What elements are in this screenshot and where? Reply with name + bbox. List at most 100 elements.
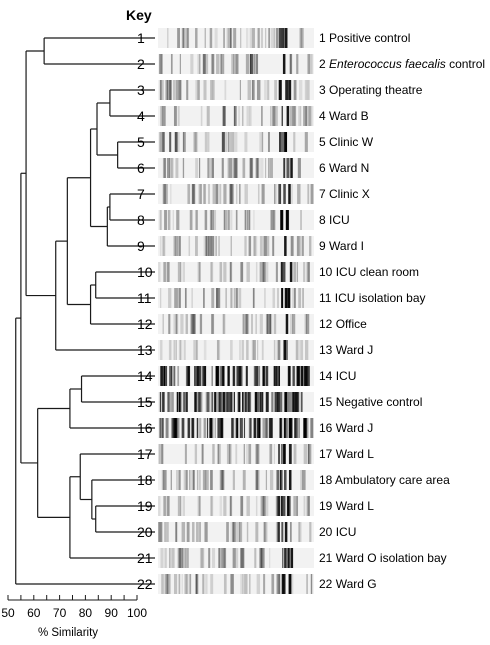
gel-band <box>194 444 198 464</box>
lane-label: 15 Negative control <box>319 395 422 409</box>
lane-label-number: 1 <box>319 31 329 45</box>
lane-row: 19 19 Ward L <box>137 496 374 516</box>
gel-band <box>234 288 236 308</box>
gel-band <box>289 106 293 126</box>
gel-band <box>293 262 296 282</box>
gel-band <box>196 574 199 594</box>
gel-lane-image <box>158 548 314 568</box>
gel-band <box>182 392 186 412</box>
gel-band <box>238 366 241 386</box>
gel-band <box>304 80 307 100</box>
gel-band <box>191 418 194 438</box>
lane-number: 4 <box>137 108 145 124</box>
gel-band <box>200 548 205 568</box>
gel-band <box>168 340 173 360</box>
gel-band <box>207 132 210 152</box>
gel-band <box>238 392 241 412</box>
gel-band <box>249 54 252 74</box>
gel-band <box>158 262 161 282</box>
lane-label: 12 Office <box>319 317 367 331</box>
lane-label-text: ICU <box>329 213 350 227</box>
gel-band <box>174 132 178 152</box>
gel-band <box>191 288 193 308</box>
gel-band <box>182 548 185 568</box>
gel-lane-background <box>158 496 314 516</box>
gel-band <box>299 28 302 48</box>
gel-band <box>178 470 181 490</box>
gel-band <box>167 496 170 516</box>
lane-label-text: ICU clean room <box>336 265 419 279</box>
axis-tick-label: 50 <box>1 606 15 620</box>
gel-band <box>211 262 214 282</box>
gel-band <box>246 106 249 126</box>
gel-band <box>223 262 227 282</box>
gel-band <box>240 496 244 516</box>
gel-band <box>209 418 212 438</box>
gel-band <box>169 574 171 594</box>
gel-band <box>286 418 288 438</box>
gel-band <box>242 314 246 334</box>
gel-band <box>161 444 164 464</box>
gel-band <box>226 522 229 542</box>
gel-band <box>242 470 246 490</box>
gel-band <box>227 392 229 412</box>
gel-band <box>255 158 258 178</box>
gel-band <box>244 210 247 230</box>
gel-band <box>240 262 244 282</box>
gel-band <box>254 54 256 74</box>
gel-band <box>173 418 176 438</box>
gel-band <box>159 236 162 256</box>
lane-label-number: 11 <box>319 291 335 305</box>
gel-band <box>255 262 258 282</box>
gel-band <box>238 288 242 308</box>
gel-band <box>303 106 306 126</box>
gel-band <box>162 106 166 126</box>
gel-band <box>283 262 286 282</box>
lane-number: 15 <box>137 394 153 410</box>
gel-band <box>176 132 180 152</box>
gel-band <box>282 548 284 568</box>
gel-lane-background <box>158 80 314 100</box>
gel-band <box>219 392 222 412</box>
gel-band <box>168 80 171 100</box>
gel-band <box>208 236 212 256</box>
gel-band <box>198 184 201 204</box>
lane-number: 10 <box>137 264 153 280</box>
gel-band <box>256 574 261 594</box>
gel-band <box>298 106 300 126</box>
gel-band <box>222 392 226 412</box>
gel-band <box>223 28 225 48</box>
gel-band <box>164 574 169 594</box>
gel-band <box>231 418 233 438</box>
gel-band <box>223 210 227 230</box>
lane-label: 10 ICU clean room <box>319 265 419 279</box>
gel-band <box>275 106 278 126</box>
gel-band <box>289 54 292 74</box>
gel-band <box>248 444 252 464</box>
gel-band <box>289 54 293 74</box>
gel-band <box>224 392 228 412</box>
gel-band <box>169 80 173 100</box>
gel-band <box>198 158 201 178</box>
lane-row: 16 16 Ward J <box>137 418 373 438</box>
gel-band <box>254 236 258 256</box>
gel-lane-image <box>158 496 314 516</box>
gel-band <box>238 106 241 126</box>
lane-number: 12 <box>137 316 153 332</box>
gel-band <box>161 236 165 256</box>
gel-band <box>206 106 210 126</box>
gel-lane-background <box>158 132 314 152</box>
gel-band <box>261 184 265 204</box>
gel-band <box>260 496 263 516</box>
gel-band <box>203 418 206 438</box>
gel-band <box>184 288 187 308</box>
gel-band <box>223 496 227 516</box>
gel-band <box>308 496 310 516</box>
gel-band <box>227 366 230 386</box>
gel-band <box>265 392 269 412</box>
gel-band <box>185 470 187 490</box>
gel-band <box>197 262 201 282</box>
lane-row: 21 21 Ward O isolation bay <box>137 548 447 568</box>
